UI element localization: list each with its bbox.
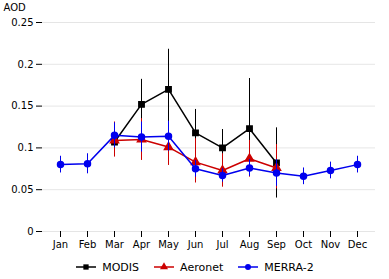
svg-text:0.2: 0.2 <box>18 59 34 70</box>
svg-text:0: 0 <box>27 226 33 237</box>
svg-text:AOD: AOD <box>4 2 27 13</box>
svg-text:Oct: Oct <box>295 239 312 250</box>
html-text:Aeronet: Aeronet <box>180 260 224 274</box>
svg-text:May: May <box>158 239 179 250</box>
svg-text:0.25: 0.25 <box>11 17 33 28</box>
svg-text:Apr: Apr <box>133 239 151 250</box>
svg-text:Jul: Jul <box>215 239 228 250</box>
svg-text:Dec: Dec <box>348 239 367 250</box>
svg-text:Feb: Feb <box>79 239 97 250</box>
svg-text:Nov: Nov <box>321 239 341 250</box>
svg-text:0.05: 0.05 <box>11 184 33 195</box>
svg-text:0.15: 0.15 <box>11 100 33 111</box>
svg-text:Mar: Mar <box>105 239 125 250</box>
html-text:MERRA-2: MERRA-2 <box>264 260 314 274</box>
svg-text:Jun: Jun <box>187 239 204 250</box>
svg-text:Sep: Sep <box>267 239 286 250</box>
svg-text:0.1: 0.1 <box>18 142 34 153</box>
html-text:MODIS: MODIS <box>102 260 140 274</box>
svg-text:Jan: Jan <box>52 239 68 250</box>
svg-text:Aug: Aug <box>240 239 260 250</box>
